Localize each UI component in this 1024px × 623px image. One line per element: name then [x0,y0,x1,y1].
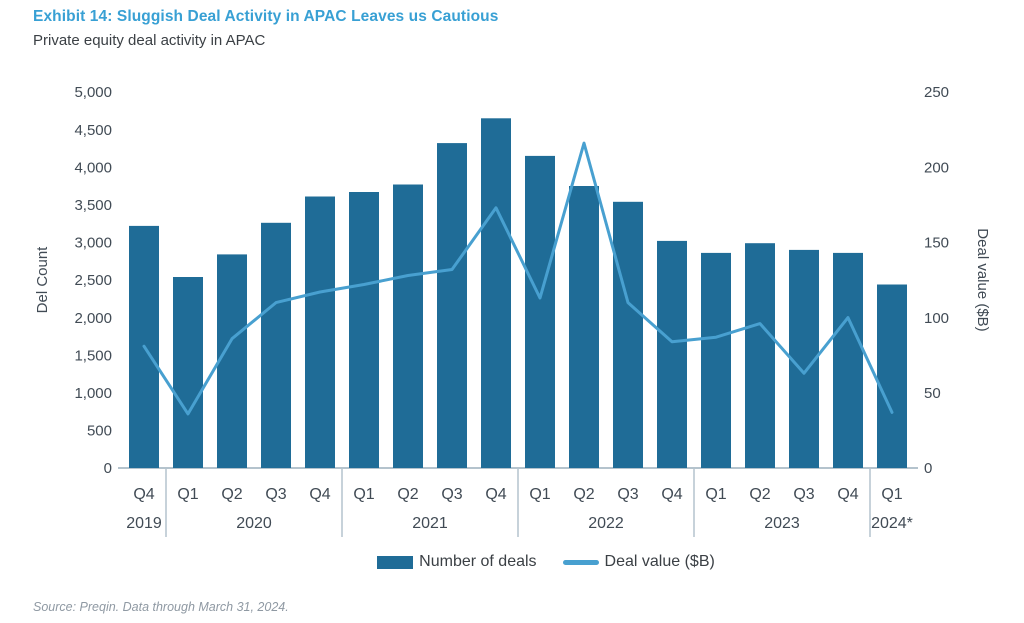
year-label: 2022 [588,515,624,532]
quarter-label: Q3 [265,486,286,503]
chart-subtitle: Private equity deal activity in APAC [33,32,266,49]
year-label: 2020 [236,515,272,532]
right-axis-tick: 100 [924,310,949,327]
left-axis-tick: 2,500 [74,272,112,289]
left-axis-tick: 3,500 [74,197,112,214]
bar-q4-8 [481,118,511,469]
quarter-label: Q1 [881,486,902,503]
quarter-label: Q4 [133,486,154,503]
deal-value-line [142,141,894,416]
bar-q4-16 [833,252,863,468]
bar-q3-7 [437,143,467,468]
quarter-label: Q4 [309,486,330,503]
exhibit-title: Exhibit 14: Sluggish Deal Activity in AP… [33,8,499,25]
bar-q3-3 [261,222,291,468]
bar-q2-10 [569,186,599,468]
bar-q1-1 [173,277,203,468]
quarter-label: Q1 [177,486,198,503]
right-axis-tick: 150 [924,235,949,252]
quarter-label: Q4 [661,486,682,503]
bar-q3-11 [613,201,643,469]
quarter-label: Q2 [573,486,594,503]
bar-q1-5 [349,192,379,468]
line-series-swatch-icon [562,559,599,565]
bar-q2-2 [217,254,247,468]
left-axis-tick: 5,000 [74,84,112,101]
right-axis-tick: 50 [924,385,941,402]
chart-legend: Number of deals Deal value ($B) [0,553,1024,571]
quarter-label: Q4 [485,486,506,503]
left-axis-title: Del Count [34,246,51,314]
quarter-label: Q3 [441,486,462,503]
quarter-label: Q1 [705,486,726,503]
left-axis-tick: 4,000 [74,159,112,176]
quarter-label: Q1 [353,486,374,503]
left-axis-tick: 1,500 [74,347,112,364]
left-axis-tick: 500 [87,423,112,440]
bar-q1-9 [525,155,555,468]
left-axis-tick: 4,500 [74,122,112,139]
legend-label-number-of-deals: Number of deals [419,553,537,570]
right-axis-tick: 250 [924,84,949,101]
left-axis-tick: 0 [104,460,112,477]
year-label: 2021 [412,515,448,532]
right-axis-tick: 200 [924,159,949,176]
quarter-label: Q3 [617,486,638,503]
legend-item-number-of-deals: Number of deals [377,553,537,571]
bar-series-swatch-icon [377,555,414,569]
quarter-label: Q2 [397,486,418,503]
chart-header: Exhibit 14: Sluggish Deal Activity in AP… [33,8,498,49]
quarter-label: Q1 [529,486,550,503]
bar-q4-4 [305,196,335,468]
right-axis-tick: 0 [924,460,932,477]
left-axis-tick: 2,000 [74,310,112,327]
bar-q1-13 [701,252,731,468]
legend-item-deal-value: Deal value ($B) [562,553,715,571]
source-note: Source: Preqin. Data through March 31, 2… [33,600,289,614]
left-axis-tick: 3,000 [74,235,112,252]
quarter-label: Q2 [221,486,242,503]
year-label: 2023 [764,515,800,532]
bar-q1-17 [877,284,907,468]
quarter-label: Q2 [749,486,770,503]
right-axis-title: Deal value ($B) [974,228,991,331]
year-label: 2019 [126,515,162,532]
quarter-label: Q3 [793,486,814,503]
bar-q2-14 [745,243,775,468]
quarter-label: Q4 [837,486,858,503]
legend-label-deal-value: Deal value ($B) [604,553,715,570]
bar-q4-12 [657,240,687,468]
left-axis-tick: 1,000 [74,385,112,402]
bar-q2-6 [393,184,423,468]
year-label: 2024* [871,515,913,532]
